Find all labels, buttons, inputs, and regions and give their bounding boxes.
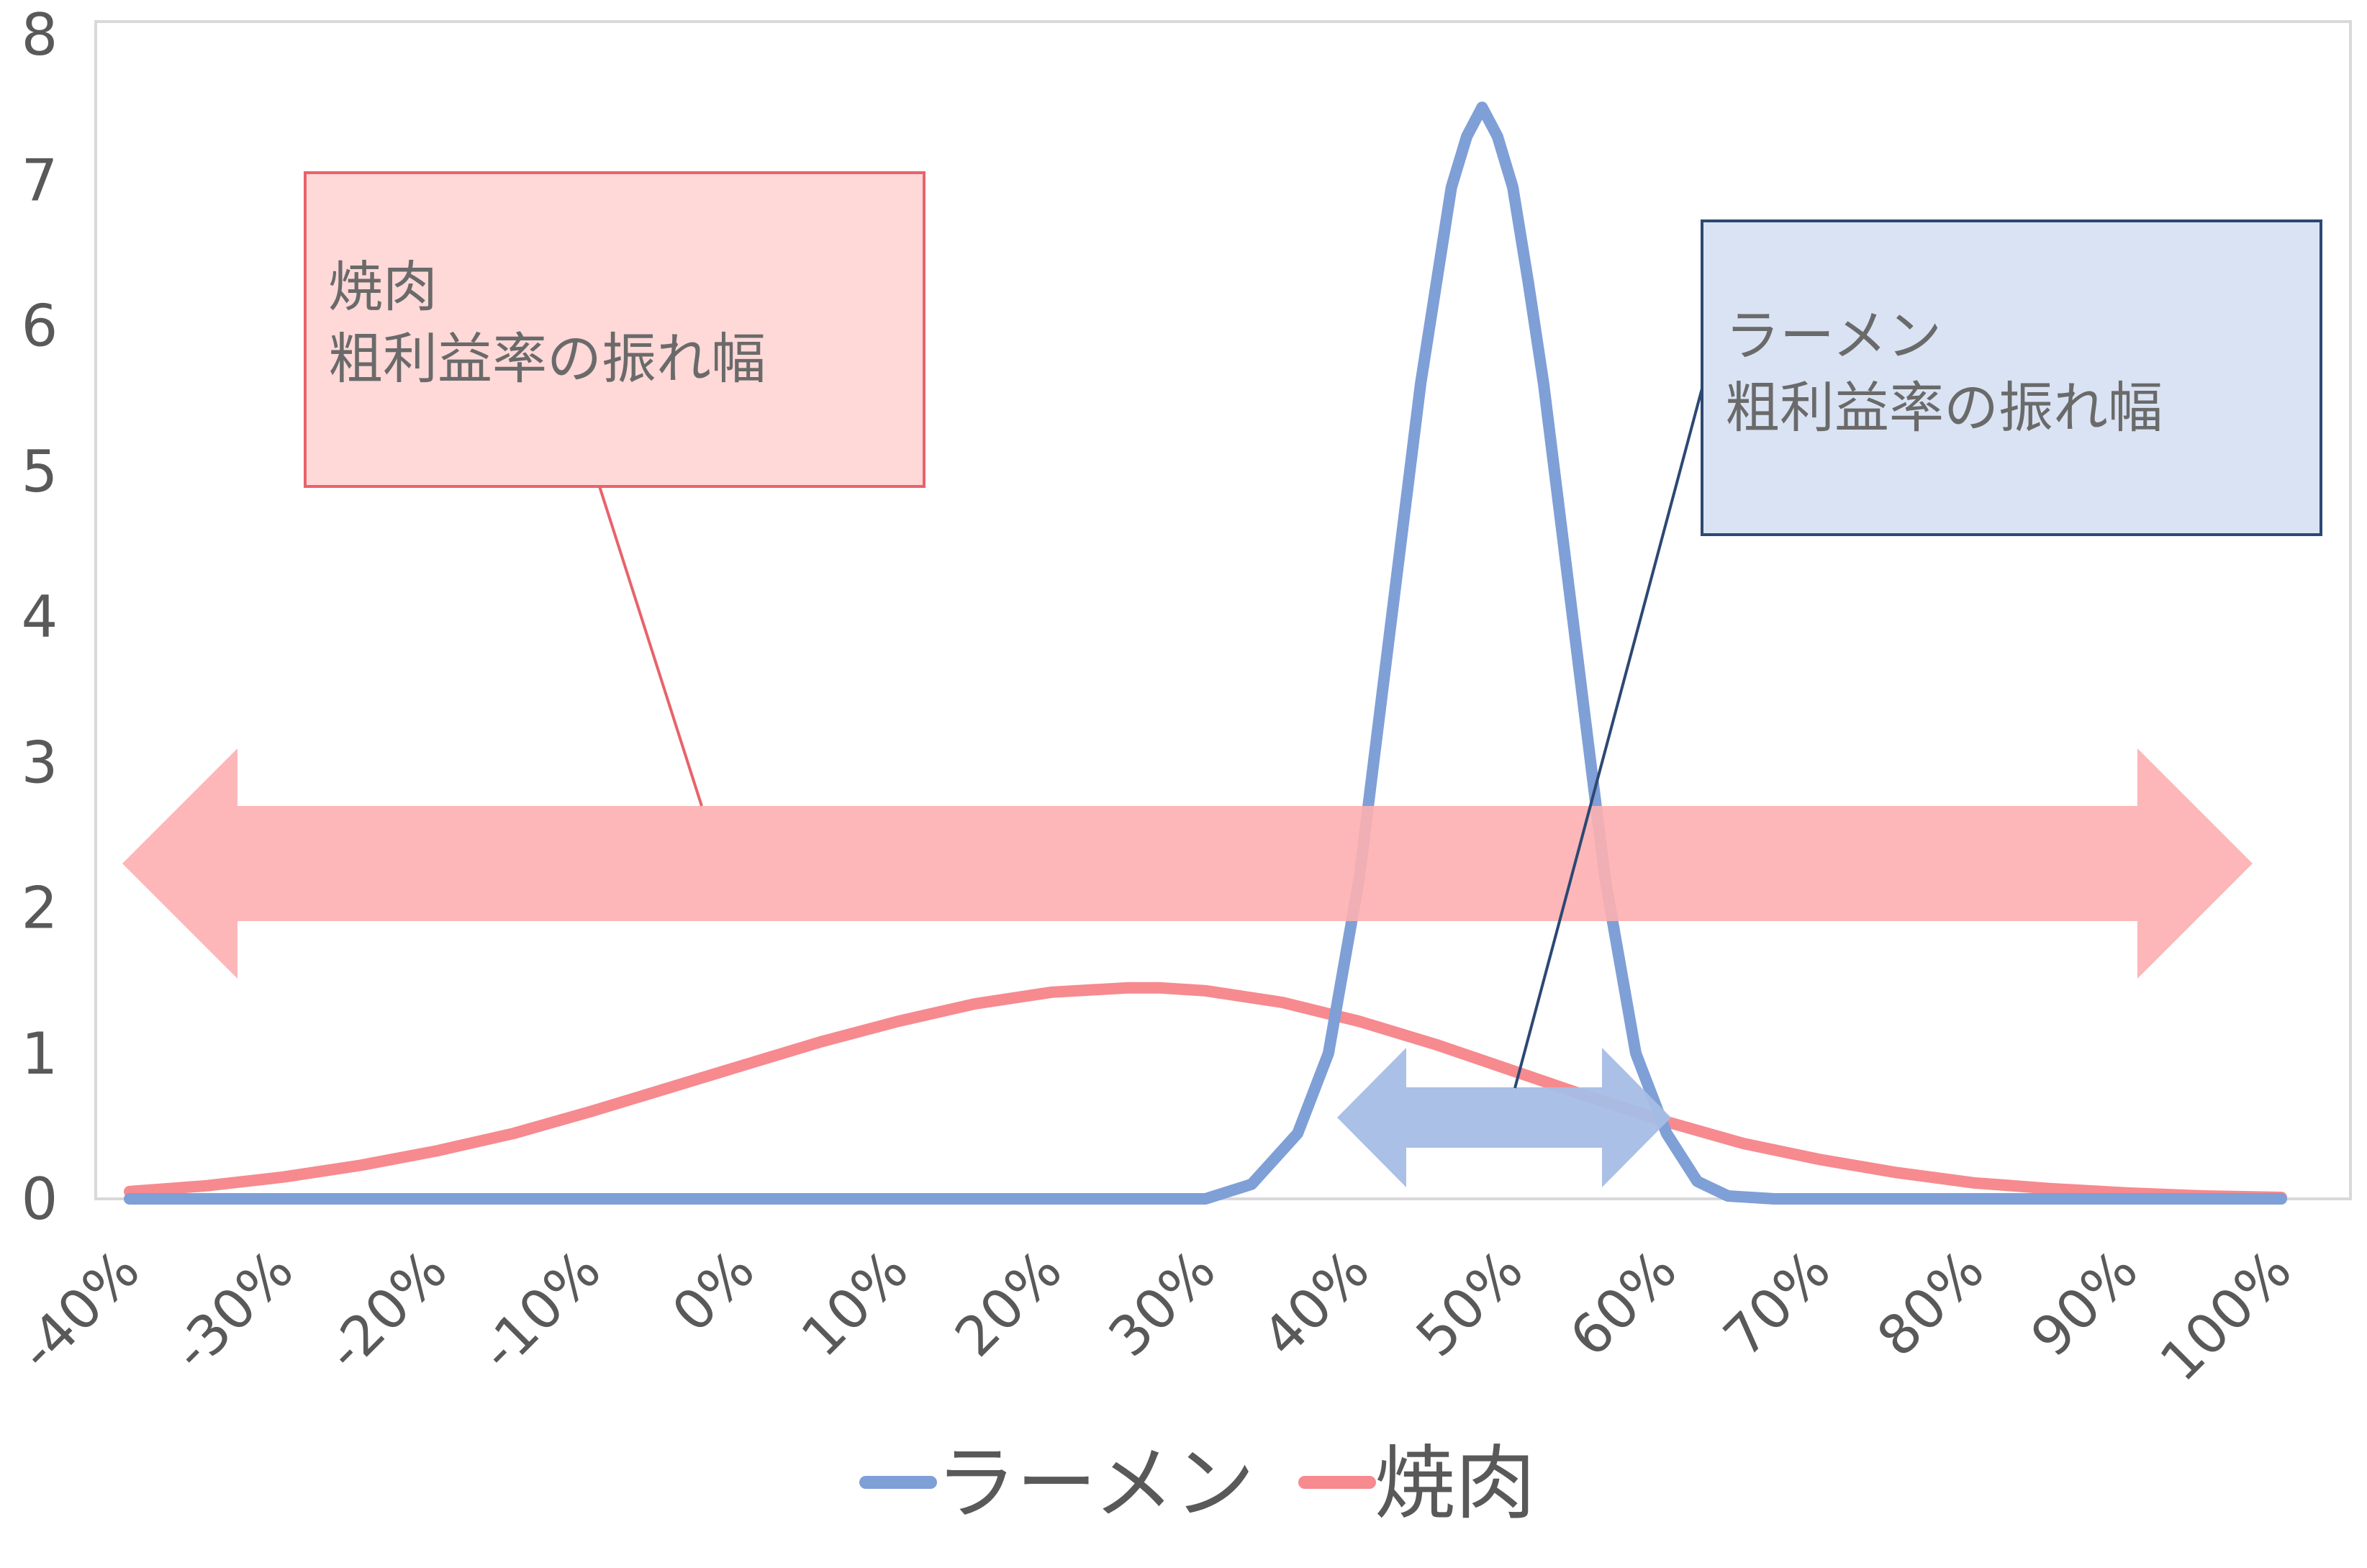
y-tick-label: 1 (22, 1020, 58, 1087)
y-tick-label: 5 (22, 438, 58, 505)
legend: ラーメン 焼肉 (859, 1437, 1536, 1531)
ramen-callout-box (1701, 219, 2322, 536)
x-axis: -40% -30% -20% -10% 0% 10% 20% 30% 40% 50% 60% 70% 8… (6, 1238, 2304, 1394)
series-layer (124, 101, 2287, 1205)
x-tick-label: 90% (2019, 1238, 2150, 1369)
ramen-callout-text: 粗利益率の振れ幅 (1725, 376, 2163, 440)
yakiniku-callout-box (304, 171, 925, 488)
x-tick-label: -20% (314, 1238, 459, 1383)
x-tick-label: -40% (6, 1238, 152, 1383)
legend-label-ramen: ラーメン (936, 1437, 1255, 1531)
series-line-ramen (124, 101, 2287, 1205)
arrow-layer (122, 748, 2253, 1187)
x-tick-label: 50% (1403, 1238, 1534, 1369)
yakiniku-range-arrow (122, 748, 2253, 979)
x-tick-label: 40% (1250, 1238, 1381, 1369)
x-tick-label: -10% (468, 1238, 613, 1383)
x-tick-label: -30% (160, 1238, 306, 1383)
ramen-callout-text: ラーメン (1725, 304, 1942, 368)
x-tick-label: 10% (789, 1238, 920, 1369)
x-tick-label: 100% (2148, 1238, 2304, 1394)
x-tick-label: 0% (660, 1238, 766, 1344)
y-axis: 0 1 2 3 4 5 6 7 8 (22, 1, 58, 1233)
ramen-callout-leader (1513, 388, 1703, 1089)
y-tick-label: 6 (22, 293, 58, 360)
yakiniku-callout-text: 粗利益率の振れ幅 (328, 327, 766, 391)
legend-label-yakiniku: 焼肉 (1375, 1437, 1536, 1531)
y-tick-label: 4 (22, 584, 58, 651)
y-tick-label: 0 (22, 1166, 58, 1233)
y-tick-label: 2 (22, 875, 58, 942)
y-tick-label: 8 (22, 1, 58, 68)
y-tick-label: 7 (22, 147, 58, 214)
series-line-yakiniku (124, 982, 2287, 1203)
x-tick-label: 20% (943, 1238, 1074, 1369)
x-tick-label: 70% (1711, 1238, 1842, 1369)
yakiniku-callout-text: 焼肉 (328, 255, 438, 319)
x-tick-label: 80% (1865, 1238, 1996, 1369)
x-tick-label: 60% (1557, 1238, 1688, 1369)
yakiniku-callout-leader (598, 486, 703, 807)
y-tick-label: 3 (22, 729, 58, 796)
ramen-range-arrow (1337, 1048, 1671, 1187)
x-tick-label: 30% (1096, 1238, 1227, 1369)
